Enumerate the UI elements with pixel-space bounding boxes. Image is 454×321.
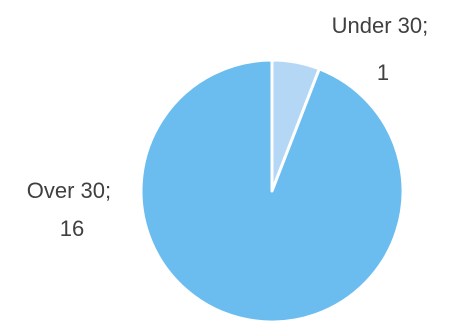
pie-slices: [139, 58, 405, 321]
data-label-under-30: Under 30; 1: [332, 13, 435, 85]
data-label-under-30-value: 1: [377, 60, 389, 85]
pie-slice-over-30: [139, 58, 405, 321]
data-label-over-30: Over 30; 16: [27, 178, 118, 241]
data-label-over-30-value: 16: [60, 216, 84, 241]
data-label-under-30-name: Under 30;: [332, 13, 429, 38]
data-label-over-30-name: Over 30;: [27, 178, 111, 203]
